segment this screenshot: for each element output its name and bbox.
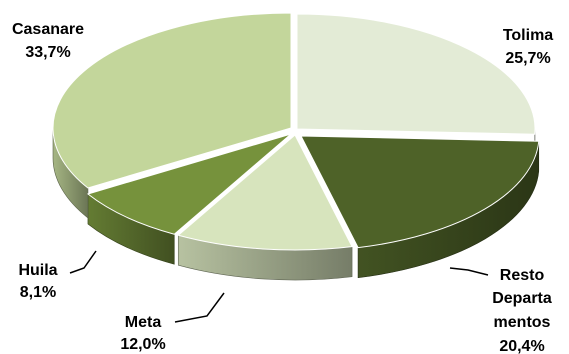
label-resto-line2: Departa bbox=[492, 290, 552, 307]
label-resto-line3: mentos bbox=[494, 314, 551, 331]
pie-slice-tolima bbox=[296, 13, 536, 135]
pie-slice-casanare bbox=[52, 12, 292, 189]
pie-sides bbox=[52, 127, 540, 281]
label-meta-value: 12,0% bbox=[120, 336, 165, 353]
leader-line-huila bbox=[69, 250, 97, 274]
leader-lines bbox=[69, 250, 489, 323]
pie-tops bbox=[52, 12, 540, 251]
label-huila-name: Huila bbox=[18, 262, 57, 279]
pie-slice-meta bbox=[177, 134, 353, 251]
label-meta-name: Meta bbox=[125, 314, 162, 331]
data-labels: Casanare 33,7% Tolima 25,7% Huila 8,1% M… bbox=[12, 21, 553, 354]
label-casanare-value: 33,7% bbox=[25, 44, 70, 61]
label-casanare-name: Casanare bbox=[12, 21, 84, 38]
leader-line-resto bbox=[449, 267, 489, 276]
label-tolima-value: 25,7% bbox=[505, 50, 550, 67]
leader-line-meta bbox=[174, 292, 225, 323]
pie-slice-huila bbox=[86, 133, 292, 235]
label-resto-value: 20,4% bbox=[499, 338, 544, 354]
label-tolima-name: Tolima bbox=[503, 27, 553, 44]
label-resto-line1: Resto bbox=[500, 267, 545, 284]
pie-slice-resto-departamentos bbox=[300, 135, 540, 249]
label-huila-value: 8,1% bbox=[20, 284, 56, 301]
